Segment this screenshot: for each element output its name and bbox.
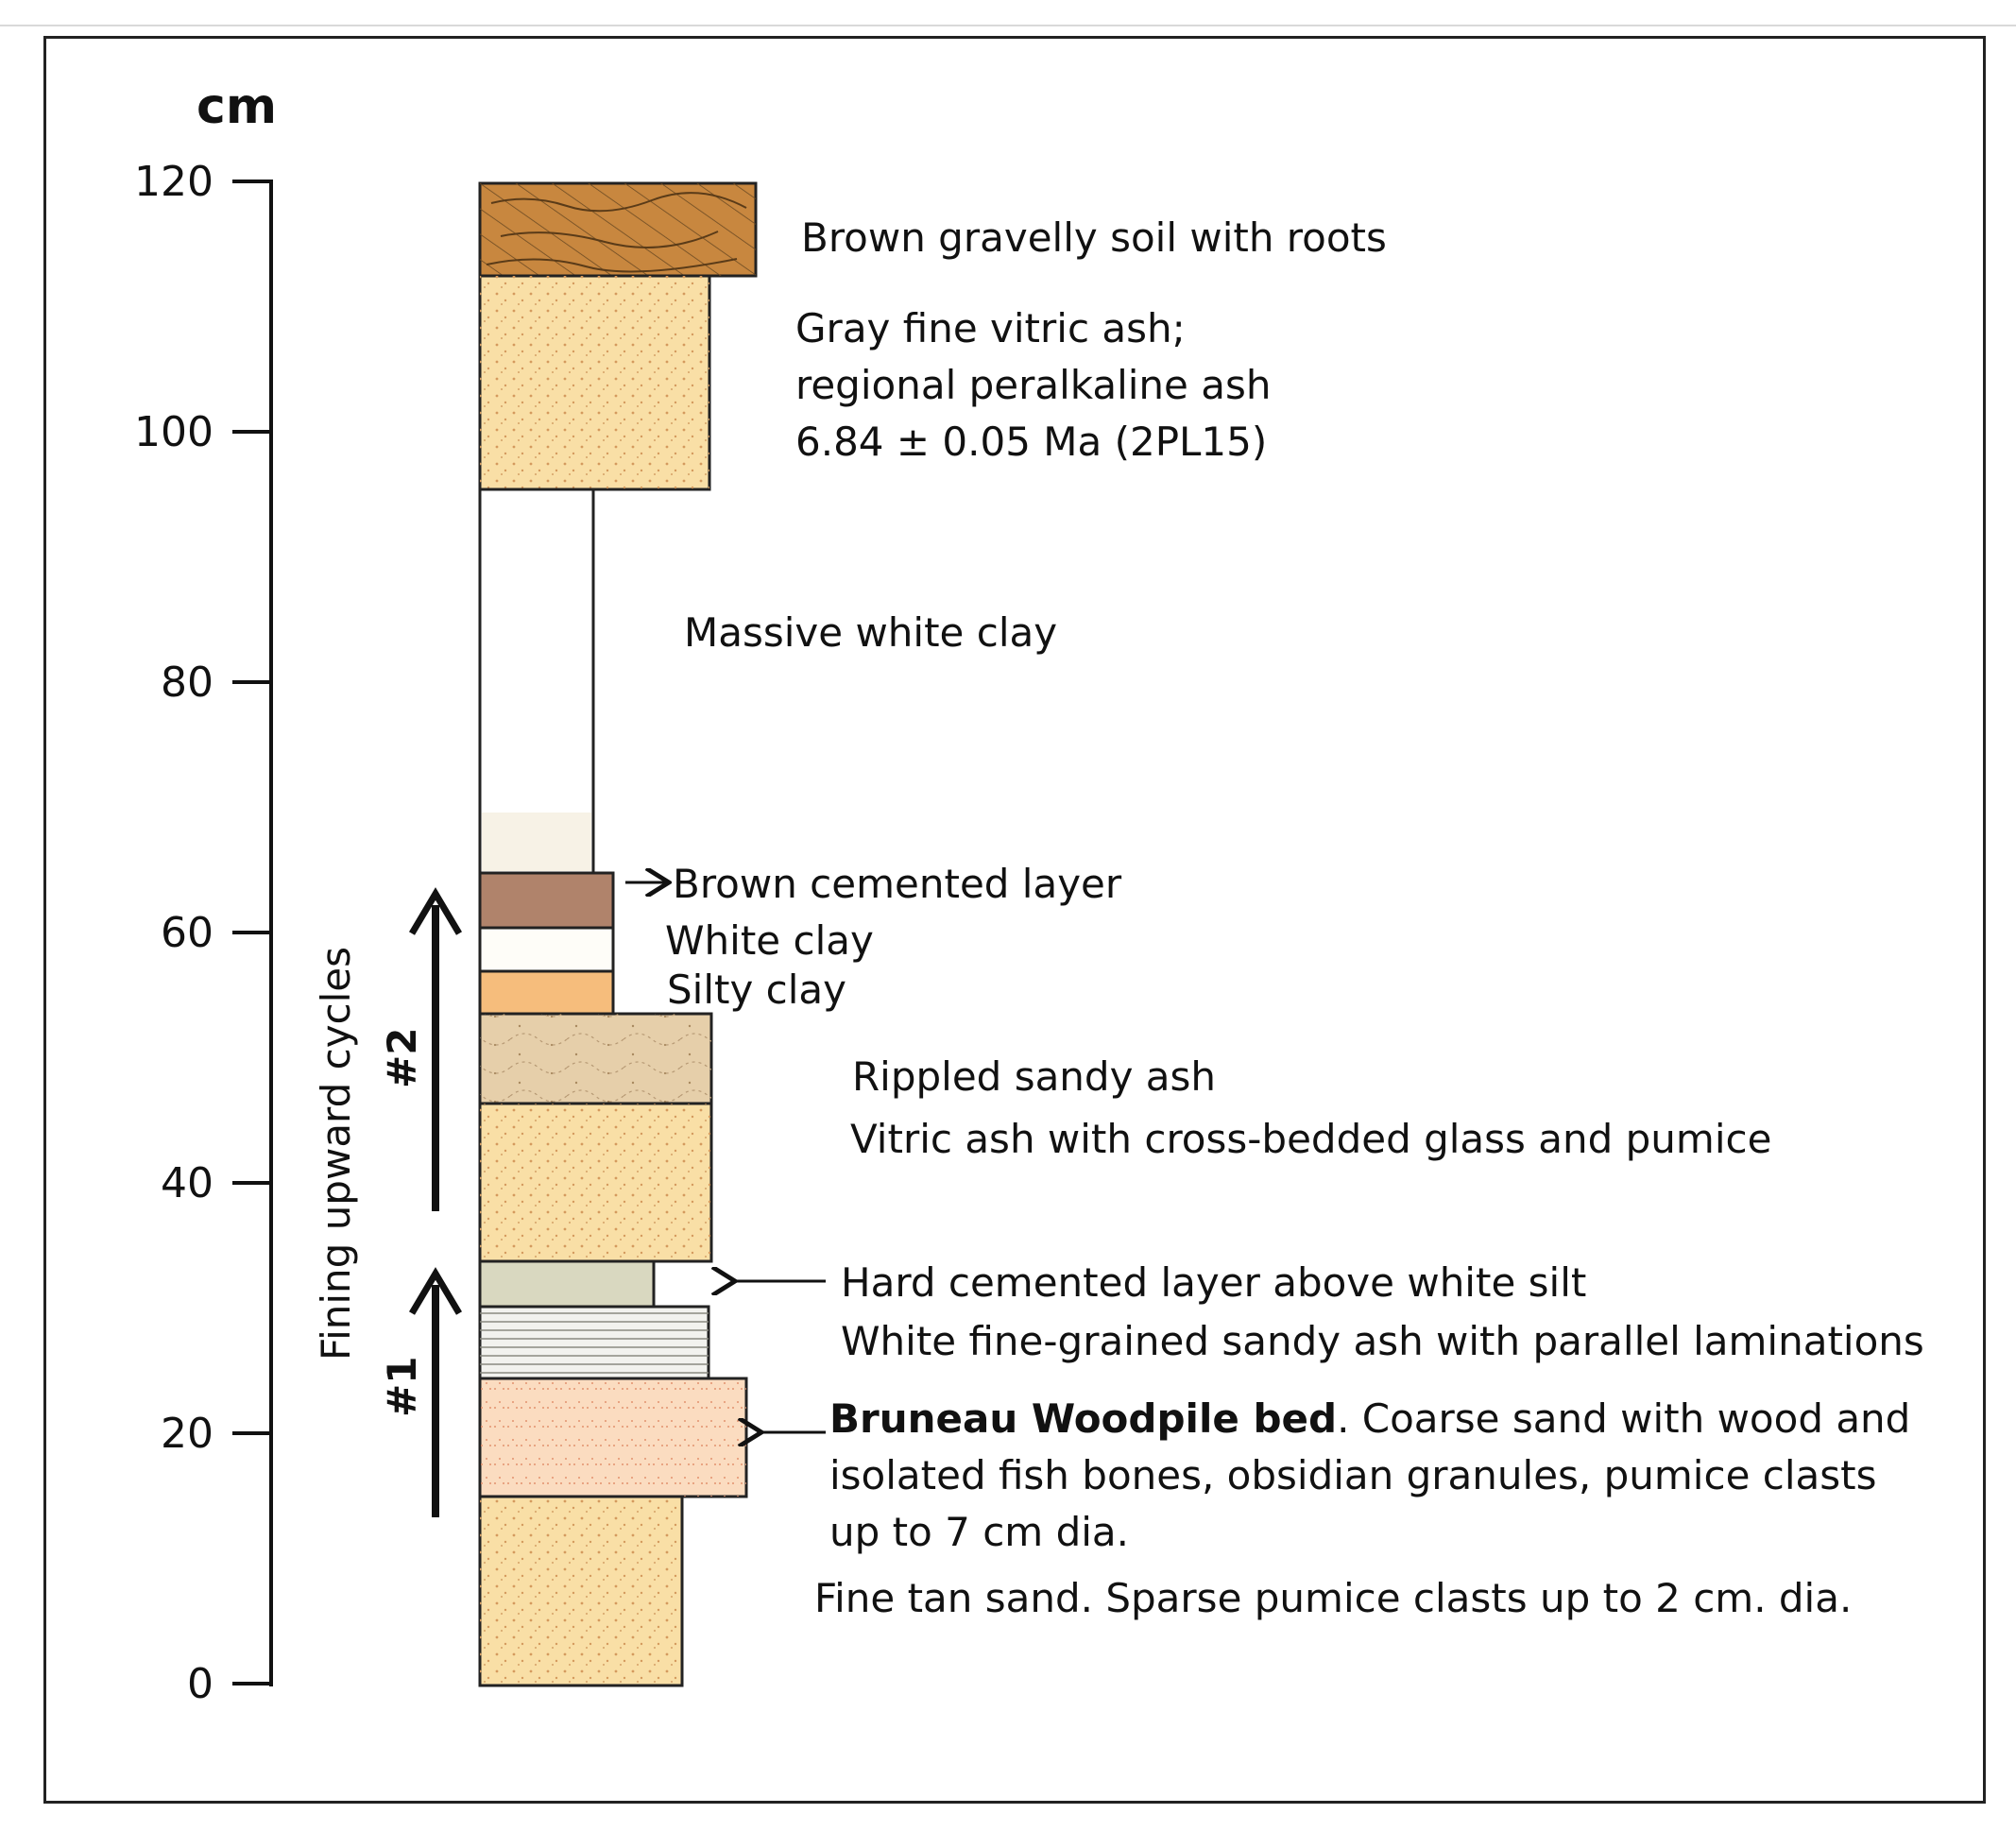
layer-soil-hatch	[480, 183, 756, 276]
tan-sand-dots	[480, 1497, 682, 1686]
label-brown-gravelly-soil: Brown gravelly soil with roots	[801, 214, 1387, 261]
vitric-dots	[480, 1104, 711, 1261]
pointer-arrows	[625, 882, 826, 1432]
label-brown-cemented-layer: Brown cemented layer	[673, 861, 1122, 907]
layer-brown-cemented	[478, 871, 615, 930]
layer-white-clay-shade	[482, 813, 591, 871]
axis-tick-label: 120	[134, 158, 214, 206]
ash-dots	[480, 276, 709, 489]
label-gray-ash-date: 6.84 ± 0.05 Ma (2PL15)	[795, 419, 1267, 465]
layer-hard-cemented	[478, 1259, 656, 1309]
label-massive-white-clay: Massive white clay	[684, 609, 1057, 656]
cycle-2-arrowhead	[408, 887, 463, 935]
axis-tick-label: 20	[161, 1410, 214, 1458]
axis-tick-label: 80	[161, 659, 214, 707]
label-bruneau-line3: up to 7 cm dia.	[829, 1509, 1129, 1555]
axis-tick-label: 60	[161, 909, 214, 957]
label-white-fine-grained-ash: White fine-grained sandy ash with parall…	[841, 1318, 1924, 1364]
soil-root-traces	[486, 192, 747, 273]
label-white-clay: White clay	[665, 917, 874, 964]
parallel-laminations	[480, 1307, 709, 1378]
fining-upward-cycles-label: Fining upward cycles	[313, 947, 359, 1360]
axis-tick-label: 0	[187, 1660, 214, 1708]
axis-unit-label: cm	[196, 78, 277, 135]
label-hard-cemented-layer: Hard cemented layer above white silt	[841, 1259, 1586, 1306]
stratigraphic-column	[478, 181, 758, 1687]
woodpile-texture	[480, 1378, 746, 1497]
cycle-arrows	[408, 887, 463, 1517]
label-fine-tan-sand: Fine tan sand. Sparse pumice clasts up t…	[814, 1575, 1852, 1621]
axis-tick-label: 100	[134, 408, 214, 456]
label-bruneau-name: Bruneau Woodpile bed	[829, 1395, 1337, 1442]
label-rippled-sandy-ash: Rippled sandy ash	[852, 1053, 1216, 1100]
cycle-2-label: #2	[379, 1028, 425, 1088]
label-silty-clay: Silty clay	[667, 967, 846, 1013]
layer-white-clay	[478, 926, 615, 973]
label-gray-ash-line2: regional peralkaline ash	[795, 362, 1271, 408]
figure-frame	[43, 36, 1986, 1804]
label-bruneau-line1: Bruneau Woodpile bed. Coarse sand with w…	[829, 1395, 1910, 1442]
label-bruneau-line2: isolated fish bones, obsidian granules, …	[829, 1452, 1877, 1498]
ripple-marks	[480, 1014, 711, 1104]
axis-ticks: 120 100 80 60 40 20 0	[134, 158, 271, 1708]
label-gray-ash-line1: Gray fine vitric ash;	[795, 305, 1186, 351]
cycle-1-arrowhead	[408, 1267, 463, 1315]
label-bruneau-desc: . Coarse sand with wood and	[1337, 1395, 1910, 1442]
label-vitric-ash: Vitric ash with cross-bedded glass and p…	[850, 1116, 1771, 1162]
top-rule	[0, 25, 2016, 26]
axis-tick-label: 40	[161, 1159, 214, 1207]
layer-massive-white-clay	[478, 488, 595, 875]
layer-silty-clay	[478, 969, 615, 1016]
cycle-1-label: #1	[379, 1357, 425, 1417]
